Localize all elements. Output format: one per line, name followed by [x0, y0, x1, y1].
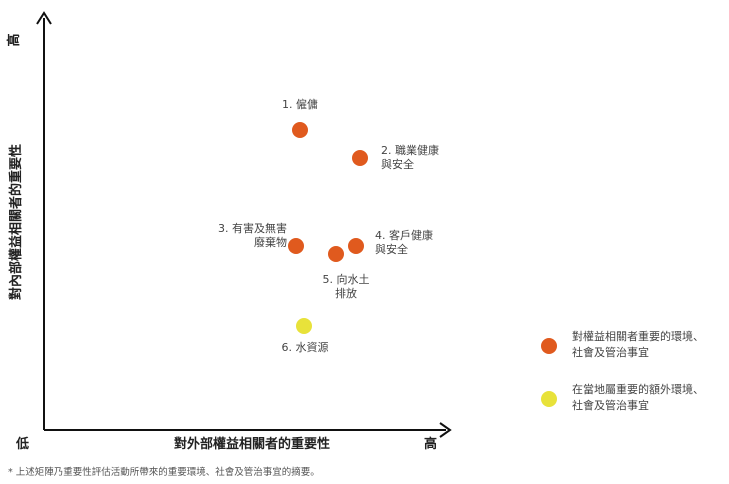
y-axis-arrowhead [36, 11, 52, 25]
x-axis-low-label: 低 [15, 436, 29, 452]
data-point-label-6: 6. 水資源 [282, 340, 329, 354]
legend-label-1: 對權益相關者重要的環境、社會及管治事宜 [572, 329, 704, 359]
legend-label-2: 在當地屬重要的額外環境、社會及管治事宜 [572, 382, 704, 412]
y-axis-title: 對內部權益相關者的重要性 [8, 144, 24, 300]
data-point-4 [348, 238, 364, 254]
legend-marker-2 [541, 391, 557, 407]
data-point-6 [296, 318, 312, 334]
y-axis-high-label: 高 [6, 33, 22, 46]
data-point-label-5: 5. 向水土排放 [323, 272, 370, 300]
x-axis-title: 對外部權益相關者的重要性 [174, 436, 330, 452]
data-point-5 [328, 246, 344, 262]
data-point-1 [292, 122, 308, 138]
data-point-label-3: 3. 有害及無害廢棄物 [218, 221, 287, 249]
data-point-label-4: 4. 客戶健康與安全 [375, 228, 433, 256]
data-point-label-2: 2. 職業健康與安全 [381, 143, 439, 171]
legend-marker-1 [541, 338, 557, 354]
data-point-label-1: 1. 僱傭 [282, 97, 318, 111]
x-axis-high-label: 高 [424, 436, 437, 452]
data-point-3 [288, 238, 304, 254]
axes [36, 11, 452, 438]
x-axis-arrowhead [439, 422, 452, 438]
footnote: * 上述矩陣乃重要性評估活動所帶來的重要環境、社會及管治事宜的摘要。 [8, 466, 320, 478]
data-point-2 [352, 150, 368, 166]
